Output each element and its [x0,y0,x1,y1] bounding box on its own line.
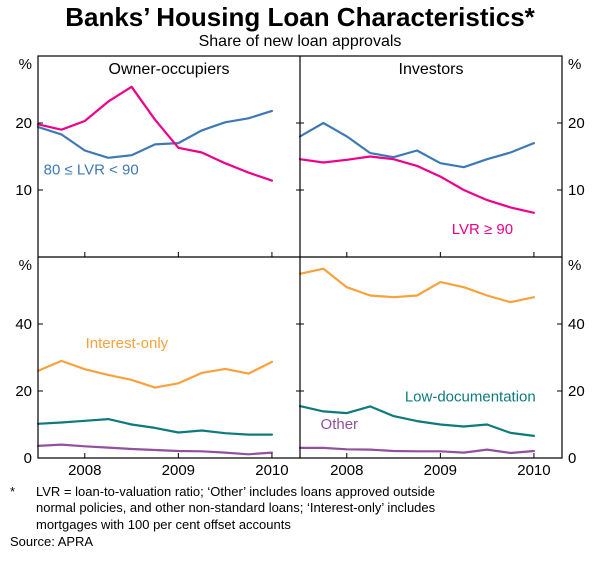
x-tick-label: 2008 [68,462,101,479]
panel-title-investors: Investors [399,61,464,78]
x-tick-label: 2008 [330,462,363,479]
unit-label-left: % [19,257,32,274]
y-tick-label-left: 20 [15,115,32,132]
chart-canvas: 10 10 20 20% % Owner-occupiers 80 ≤ LVR < 90 In… [15,54,585,479]
x-tick-label: 2010 [255,462,288,479]
y-tick-label-right: 0 [568,450,576,467]
y-tick-label-left: 0 [24,450,32,467]
unit-label-right: % [568,56,581,73]
y-tick-label-right: 40 [568,316,585,333]
y-tick-label-left: 10 [15,182,32,199]
y-tick-label-right: 20 [568,383,585,400]
source-line: Source: APRA [10,534,94,550]
y-tick-label-right: 10 [568,182,585,199]
series-line-other [298,446,536,454]
footnote-line: mortgages with 100 per cent offset accou… [36,516,291,532]
y-tick-label-left: 20 [15,383,32,400]
y-tick-label-right: 20 [568,115,585,132]
y-tick-label-left: 40 [15,316,32,333]
x-tick-label: 2009 [424,462,457,479]
footnote-text: LVR = loan-to-valuation ratio; ‘Other’ i… [36,484,592,534]
x-tick-label: 2010 [517,462,550,479]
x-tick-label: 2009 [162,462,195,479]
footnote-line: LVR = loan-to-valuation ratio; ‘Other’ i… [36,483,436,499]
series-line-low-documentation [298,404,536,437]
series-line-low-documentation [36,417,273,436]
panel-title-owner-occupiers: Owner-occupiers [109,61,230,78]
series-line-80-lvr-90 [36,109,273,159]
series-label-lvr-90: LVR ≥ 90 [452,221,513,238]
unit-label-left: % [19,56,32,73]
series-line-lvr-90 [298,154,536,214]
series-line-other [36,443,273,455]
footnote-line: normal policies, and other non-standard … [36,500,436,516]
footnote: * LVR = loan-to-valuation ratio; ‘Other’… [0,481,600,534]
series-line-80-lvr-90 [298,121,536,168]
footnote-marker: * [10,483,16,499]
unit-label-right: % [568,257,581,274]
chart-subtitle: Share of new loan approvals [198,32,402,50]
series-label-interest-only: Interest-only [86,335,169,352]
chart-title: Banks’ Housing Loan Characteristics* [65,2,535,32]
series-line-lvr-90 [36,85,273,182]
series-line-interest-only [36,359,273,389]
series-label-80-lvr-90: 80 ≤ LVR < 90 [44,161,139,178]
series-line-interest-only [298,267,536,303]
series-label-other: Other [321,416,359,433]
series-label-low-documentation: Low-documentation [405,388,536,405]
